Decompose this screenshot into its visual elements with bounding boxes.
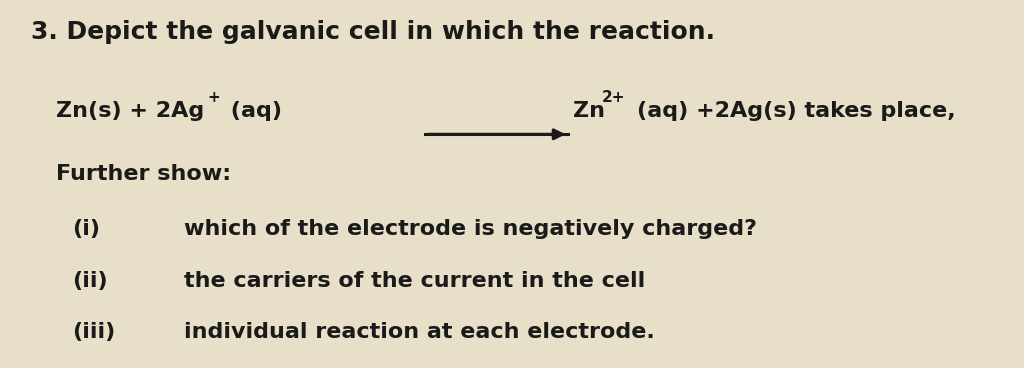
Text: individual reaction at each electrode.: individual reaction at each electrode.: [184, 322, 655, 342]
Text: Further show:: Further show:: [56, 164, 231, 184]
Text: which of the electrode is negatively charged?: which of the electrode is negatively cha…: [184, 219, 758, 239]
Text: the carriers of the current in the cell: the carriers of the current in the cell: [184, 271, 645, 291]
Text: Zn(s) + 2Ag: Zn(s) + 2Ag: [56, 102, 205, 121]
Text: Zn: Zn: [573, 102, 605, 121]
Text: (iii): (iii): [72, 322, 115, 342]
Text: (aq) +2Ag(s) takes place,: (aq) +2Ag(s) takes place,: [637, 102, 955, 121]
Text: +: +: [208, 90, 220, 105]
Text: (i): (i): [72, 219, 99, 239]
Text: (ii): (ii): [72, 271, 108, 291]
Text: 3. Depict the galvanic cell in which the reaction.: 3. Depict the galvanic cell in which the…: [31, 20, 715, 44]
Text: (aq): (aq): [223, 102, 283, 121]
Text: 2+: 2+: [602, 90, 626, 105]
